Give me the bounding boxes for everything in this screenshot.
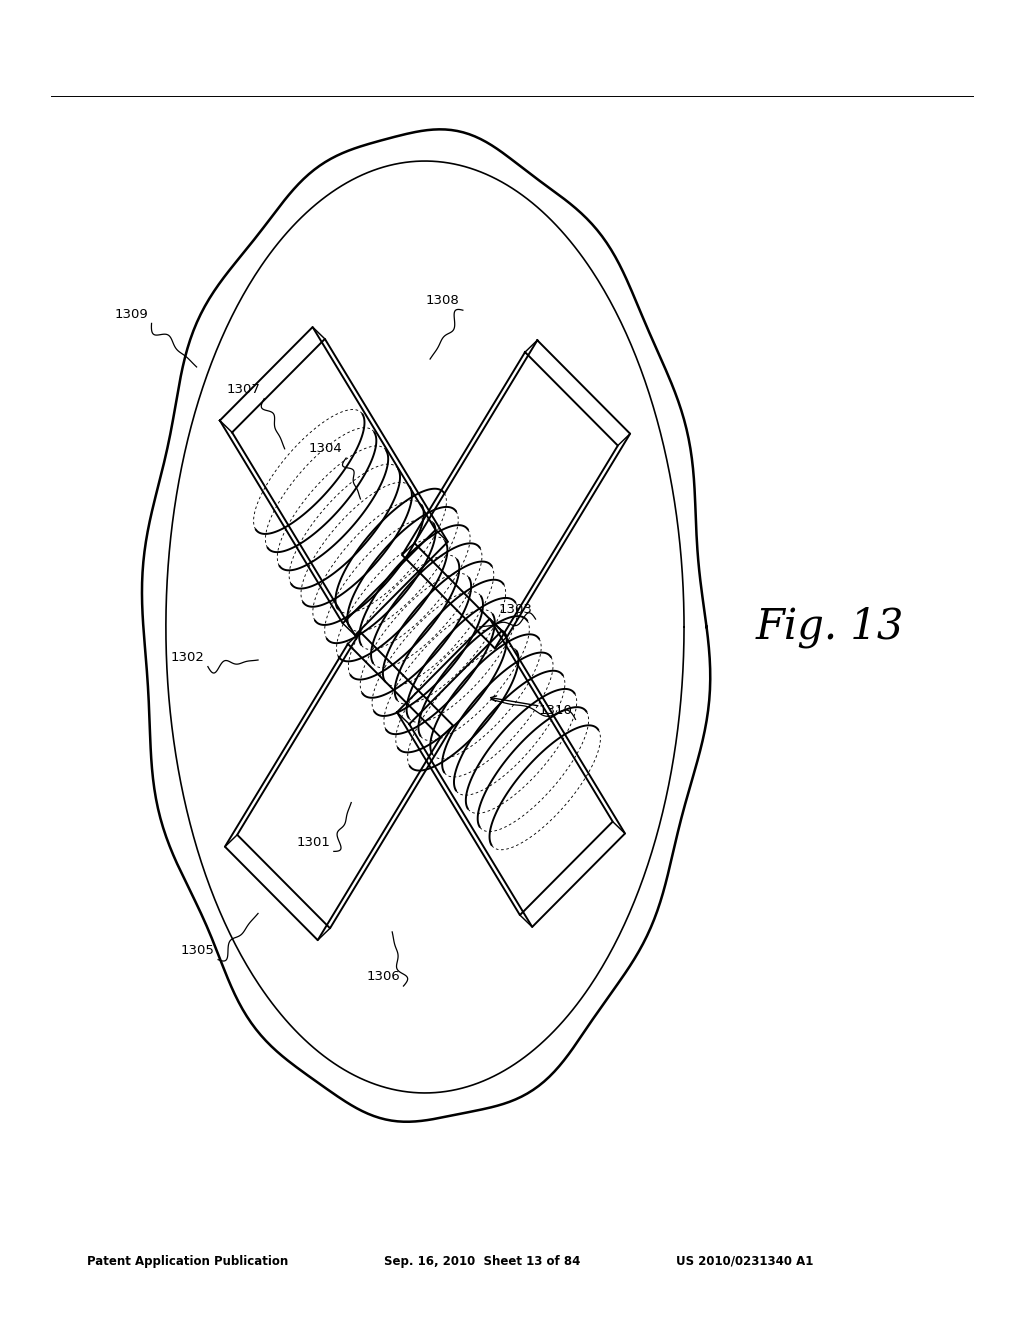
Text: 1308: 1308 <box>426 294 459 308</box>
Text: 1310: 1310 <box>538 704 572 717</box>
Text: 1303: 1303 <box>498 603 532 616</box>
Text: 1309: 1309 <box>115 308 147 321</box>
Text: 1305: 1305 <box>180 944 215 957</box>
Text: 1304: 1304 <box>309 442 342 455</box>
Text: US 2010/0231340 A1: US 2010/0231340 A1 <box>676 1254 813 1267</box>
Text: 1302: 1302 <box>170 651 205 664</box>
Text: Sep. 16, 2010  Sheet 13 of 84: Sep. 16, 2010 Sheet 13 of 84 <box>384 1254 581 1267</box>
Text: Patent Application Publication: Patent Application Publication <box>87 1254 289 1267</box>
Text: 1306: 1306 <box>367 970 399 983</box>
Text: 1307: 1307 <box>226 383 261 396</box>
Text: Fig. 13: Fig. 13 <box>756 606 903 648</box>
Text: 1301: 1301 <box>296 836 331 849</box>
